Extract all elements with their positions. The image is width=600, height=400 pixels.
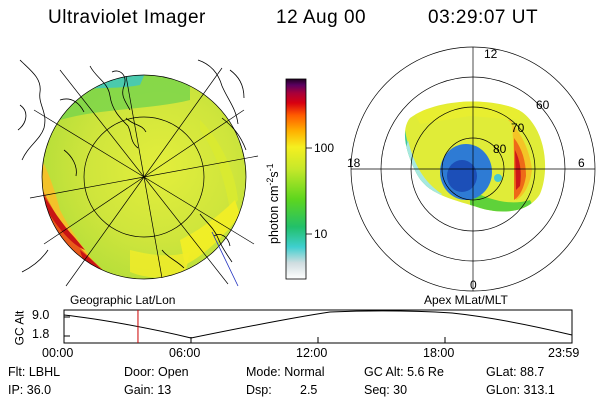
mlt-label-12: 12: [484, 47, 498, 61]
colorbar-unit-label: photon cm-2s-1: [265, 163, 281, 244]
info-dsp-value: 2.5: [300, 383, 318, 397]
geographic-map: [17, 59, 259, 287]
info-door: Door: Open: [124, 365, 189, 379]
mlt-label-6: 6: [578, 156, 585, 170]
left-panel-caption: Geographic Lat/Lon: [70, 293, 176, 307]
colorbar-tick-low: 10: [314, 227, 328, 241]
info-glon: GLon: 313.1: [486, 383, 555, 397]
info-mode: Mode: Normal: [246, 365, 325, 379]
info-ip: IP: 36.0: [8, 383, 52, 397]
timeline-xtick-1: 06:00: [169, 346, 201, 360]
magnetic-polar-plot: 12 18 6 0 60 70 80: [347, 46, 596, 292]
mlt-label-0: 0: [470, 278, 477, 292]
instrument-title: Ultraviolet Imager: [48, 7, 206, 28]
auroral-oval-image: [404, 101, 546, 212]
mlat-label-70: 70: [511, 121, 525, 135]
info-filter: Flt: LBHL: [8, 365, 61, 379]
info-dsp-label: Dsp:: [246, 383, 272, 397]
info-seq: Seq: 30: [364, 383, 408, 397]
info-gc-alt: GC Alt: 5.6 Re: [364, 365, 444, 379]
timeline-ytick-top: 9.0: [32, 308, 50, 322]
timeline-ytick-bottom: 1.8: [32, 327, 50, 341]
colorbar-tick-high: 100: [314, 141, 334, 155]
mlat-label-80: 80: [493, 142, 507, 156]
timeline-xtick-0: 00:00: [42, 346, 74, 360]
timeline-xtick-4: 23:59: [548, 346, 580, 360]
mlt-label-18: 18: [347, 156, 361, 170]
observation-date: 12 Aug 00: [276, 7, 367, 28]
timeline-xtick-2: 12:00: [296, 346, 328, 360]
mlat-label-60: 60: [536, 98, 550, 112]
info-glat: GLat: 88.7: [486, 365, 545, 379]
info-gain: Gain: 13: [124, 383, 172, 397]
uvi-figure: 100 10 photon cm-2s-1: [17, 46, 596, 292]
timeline-xtick-3: 18:00: [423, 346, 455, 360]
right-panel-caption: Apex MLat/MLT: [424, 293, 508, 307]
observation-time: 03:29:07 UT: [428, 7, 539, 28]
timeline-plot: [63, 309, 573, 344]
intensity-colorbar: 100 10 photon cm-2s-1: [265, 78, 334, 280]
